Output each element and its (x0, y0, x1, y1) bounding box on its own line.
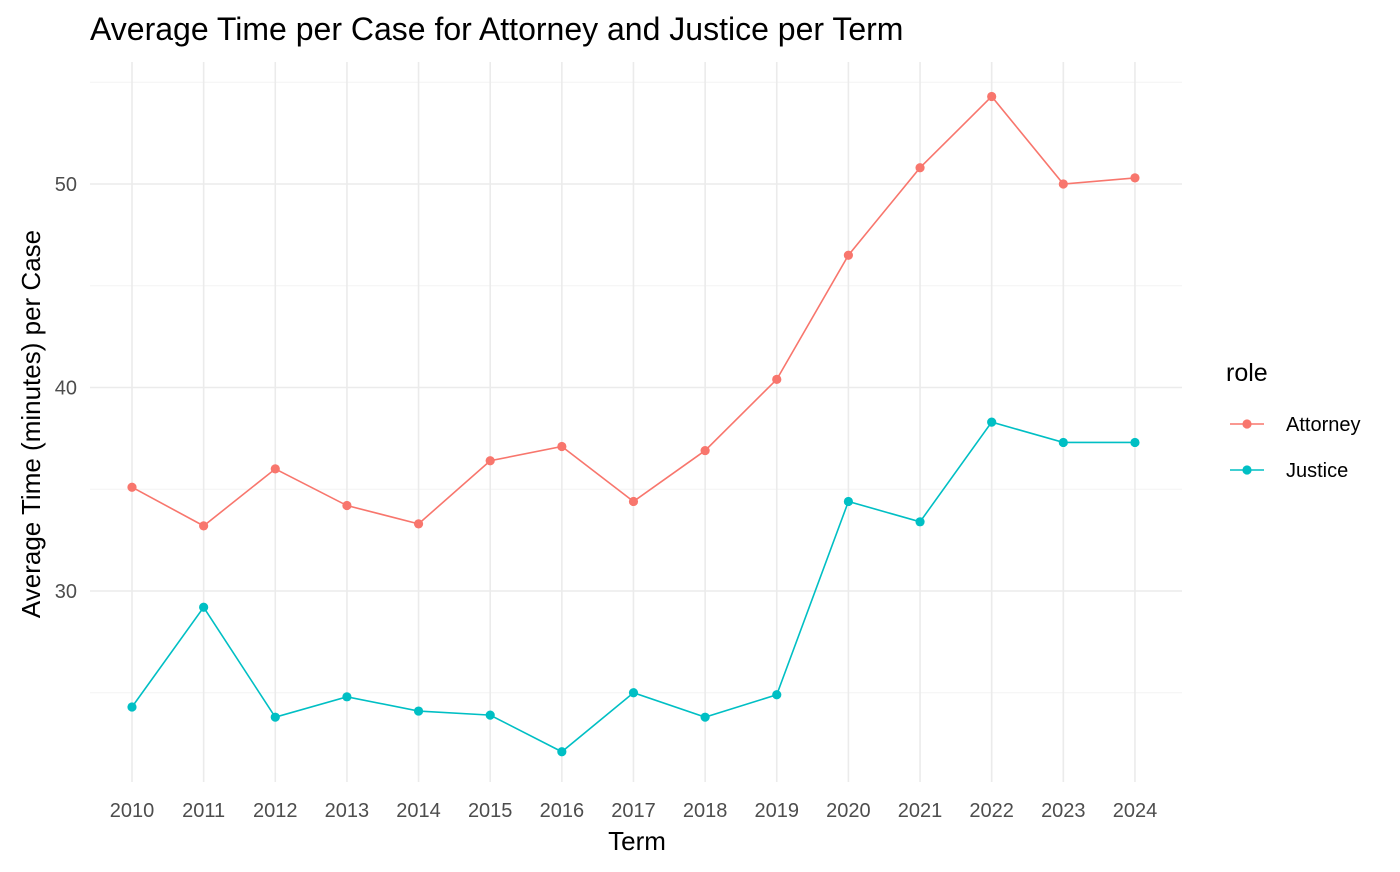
data-point-justice (342, 692, 352, 702)
data-point-justice (987, 417, 997, 427)
x-tick-label: 2018 (683, 800, 728, 822)
data-point-justice (199, 602, 209, 612)
x-tick-label: 2022 (969, 800, 1014, 822)
x-tick-label: 2023 (1041, 800, 1086, 822)
x-tick-label: 2012 (253, 800, 298, 822)
legend-label-attorney: Attorney (1286, 414, 1360, 436)
data-point-attorney (485, 456, 495, 466)
x-tick-label: 2013 (325, 800, 370, 822)
x-tick-label: 2015 (468, 800, 513, 822)
y-axis-ticks: 30 40 50 (55, 174, 77, 603)
x-tick-label: 2010 (110, 800, 155, 822)
y-tick-label: 50 (55, 174, 77, 196)
data-point-justice (127, 702, 137, 712)
data-point-attorney (915, 163, 925, 173)
data-point-justice (270, 712, 280, 722)
x-tick-label: 2024 (1113, 800, 1158, 822)
data-point-justice (413, 706, 424, 716)
data-point-justice (1130, 437, 1140, 448)
data-point-justice (700, 712, 710, 722)
data-point-attorney (127, 482, 137, 492)
x-tick-label: 2011 (182, 800, 225, 822)
data-point-justice (843, 496, 854, 507)
series-attorney (127, 91, 1140, 531)
data-point-attorney (270, 464, 280, 474)
y-axis-title: Average Time (minutes) per Case (16, 230, 46, 618)
data-point-justice (772, 690, 782, 700)
x-tick-label: 2020 (826, 800, 871, 822)
legend-key-attorney (1230, 419, 1264, 429)
data-point-attorney (1130, 173, 1140, 183)
data-point-justice (1058, 437, 1068, 448)
data-point-justice (485, 710, 495, 720)
legend-key-justice (1230, 465, 1264, 475)
data-point-attorney (700, 445, 710, 456)
y-tick-label: 30 (55, 581, 77, 603)
x-tick-label: 2017 (611, 800, 656, 822)
x-tick-label: 2021 (898, 800, 943, 822)
data-point-attorney (843, 250, 854, 260)
data-point-justice (915, 517, 925, 527)
legend-title: role (1226, 359, 1268, 387)
x-axis-ticks: 2010 2011 2012 2013 2014 2015 2016 2017 2018 2019… (110, 800, 1157, 822)
series-justice (127, 417, 1140, 757)
x-tick-label: 2019 (755, 800, 800, 822)
data-point-attorney (1058, 179, 1068, 189)
legend: role Attorney Justice (1226, 359, 1360, 482)
data-point-justice (557, 747, 567, 757)
legend-label-justice: Justice (1286, 460, 1348, 482)
data-point-justice (628, 688, 639, 698)
data-point-attorney (342, 500, 352, 511)
x-axis-title: Term (608, 826, 666, 856)
grid (90, 62, 1182, 782)
data-point-attorney (557, 441, 567, 452)
data-point-attorney (987, 91, 997, 102)
chart-title: Average Time per Case for Attorney and J… (90, 11, 903, 47)
data-point-attorney (199, 521, 209, 531)
x-tick-label: 2014 (396, 800, 441, 822)
data-point-attorney (628, 496, 639, 507)
x-tick-label: 2016 (540, 800, 585, 822)
data-point-attorney (772, 374, 782, 384)
series-group (127, 91, 1140, 757)
y-tick-label: 40 (55, 378, 77, 400)
data-point-attorney (413, 519, 424, 529)
